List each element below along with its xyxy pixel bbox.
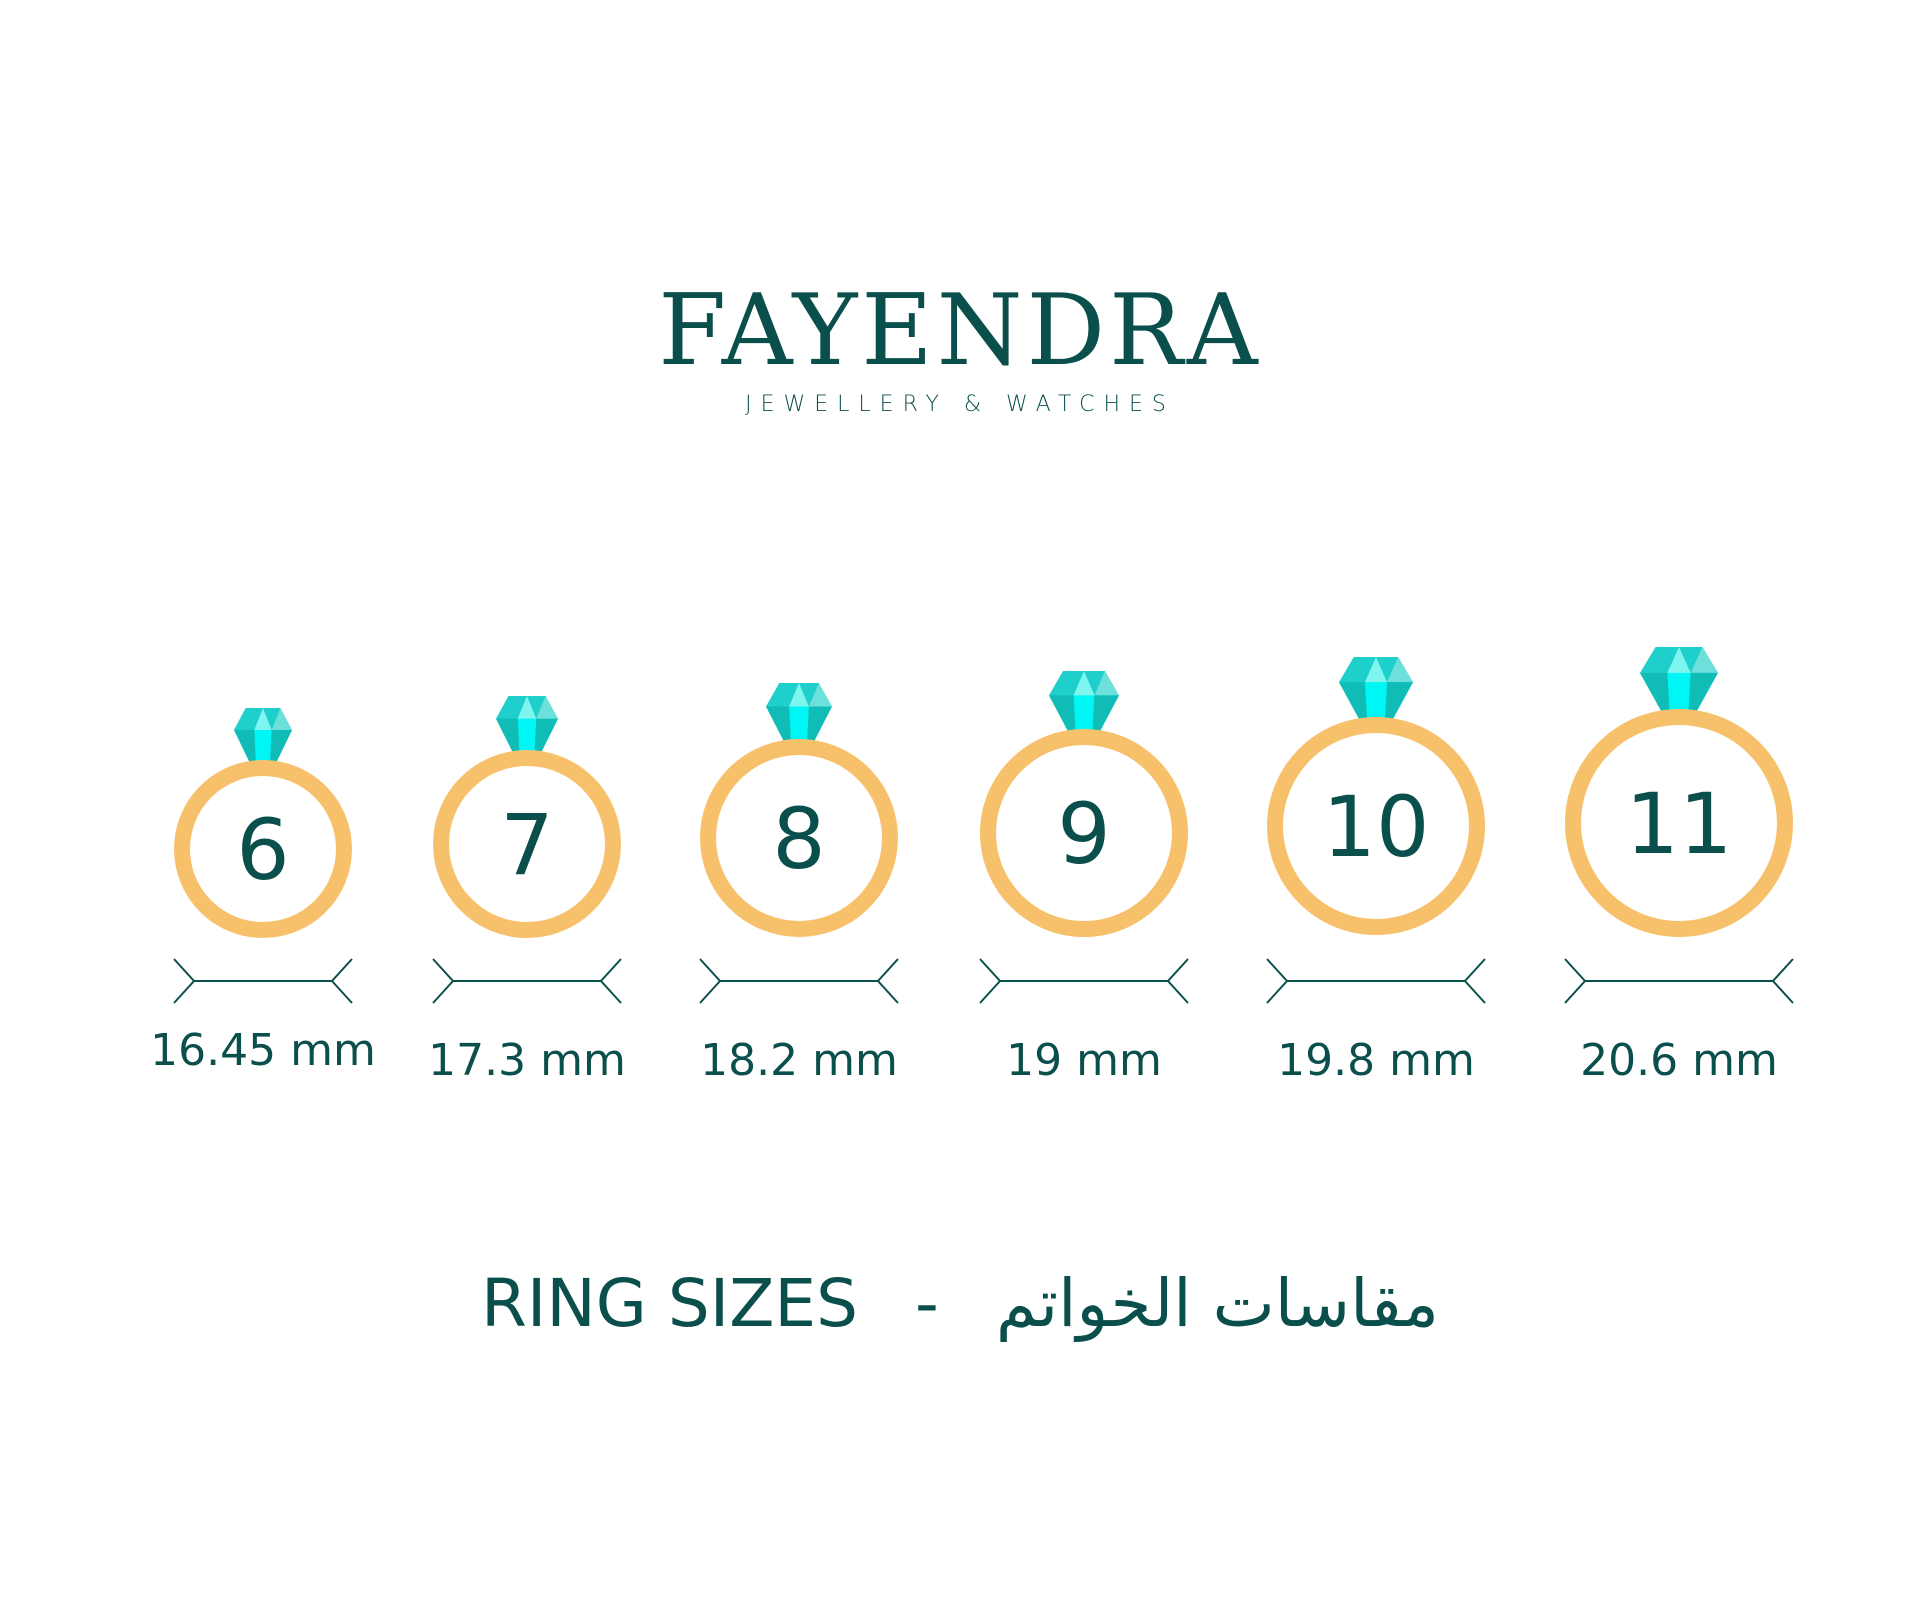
ring-item-11: 11 20.6 mm bbox=[1564, 647, 1794, 1086]
ring-item-10: 10 19.8 mm bbox=[1266, 657, 1486, 1086]
ring-size-number: 11 bbox=[1626, 775, 1733, 873]
gem-facet bbox=[1364, 682, 1388, 723]
diameter-measure-icon bbox=[979, 958, 1189, 1004]
gem-facet bbox=[1339, 682, 1368, 723]
measure-arrow-left bbox=[432, 958, 455, 1004]
gem-facet bbox=[1667, 672, 1691, 715]
gem-icon bbox=[1049, 671, 1119, 735]
title-english: RING SIZES bbox=[481, 1265, 859, 1342]
diameter-measure-icon bbox=[432, 958, 622, 1004]
ring-diameter-label: 17.3 mm bbox=[428, 1035, 626, 1086]
title-arabic: مقاسات الخواتم bbox=[995, 1265, 1439, 1342]
gem-facet bbox=[517, 696, 537, 719]
gem-facet bbox=[1073, 695, 1095, 735]
gem-facet bbox=[269, 730, 292, 766]
gem-icon bbox=[496, 696, 558, 756]
diameter-measure-icon bbox=[699, 958, 899, 1004]
ring-diameter-label: 19 mm bbox=[1006, 1035, 1162, 1086]
gem-facet bbox=[1384, 682, 1413, 723]
ring-size-number: 10 bbox=[1323, 778, 1430, 876]
ring-band-icon bbox=[433, 750, 621, 938]
brand-logo: FAYENDRA bbox=[658, 274, 1262, 388]
gem-icon bbox=[766, 683, 832, 745]
measure-arrow-left bbox=[979, 958, 1002, 1004]
diameter-measure-icon bbox=[173, 958, 353, 1004]
gem-facet bbox=[1364, 657, 1388, 683]
measure-arrow-right bbox=[330, 958, 353, 1004]
gem-facet bbox=[789, 683, 809, 707]
gem-facet bbox=[1094, 671, 1119, 696]
measure-arrow-right bbox=[876, 958, 899, 1004]
ring-diameter-label: 16.45 mm bbox=[150, 1025, 376, 1076]
gem-facet bbox=[517, 718, 537, 756]
gem-facet bbox=[766, 706, 792, 745]
ring-band-icon bbox=[980, 729, 1188, 937]
title-separator: - bbox=[915, 1265, 939, 1342]
diameter-measure-icon bbox=[1564, 958, 1794, 1004]
measure-arrow-right bbox=[1463, 958, 1486, 1004]
gem-icon bbox=[1640, 647, 1718, 715]
gem-facet bbox=[1690, 647, 1718, 673]
gem-facet bbox=[1092, 695, 1119, 735]
ring-band-icon bbox=[700, 739, 898, 937]
gem-facet bbox=[806, 706, 832, 745]
gem-facet bbox=[234, 730, 257, 766]
gem-facet bbox=[254, 730, 272, 766]
ring-item-6: 6 16.45 mm bbox=[150, 708, 376, 1076]
ring-band-icon bbox=[1565, 709, 1793, 937]
gem-icon bbox=[234, 708, 292, 766]
gem-facet bbox=[1387, 657, 1413, 683]
gem-facet bbox=[808, 683, 832, 707]
measure-arrow-left bbox=[1266, 958, 1289, 1004]
gem-facet bbox=[254, 708, 272, 731]
gem-facet bbox=[534, 718, 558, 756]
gem-facet bbox=[496, 718, 520, 756]
ring-band-icon bbox=[174, 760, 352, 938]
gem-facet bbox=[1640, 672, 1670, 715]
measure-arrow-left bbox=[1564, 958, 1587, 1004]
measure-arrow-right bbox=[1166, 958, 1189, 1004]
ring-size-number: 7 bbox=[500, 796, 553, 894]
ring-diameter-label: 19.8 mm bbox=[1277, 1035, 1475, 1086]
ring-diameter-label: 20.6 mm bbox=[1580, 1035, 1778, 1086]
measure-arrow-right bbox=[599, 958, 622, 1004]
measure-arrow-left bbox=[699, 958, 722, 1004]
measure-arrow-right bbox=[1771, 958, 1794, 1004]
gem-icon bbox=[1339, 657, 1413, 723]
gem-facet bbox=[271, 708, 292, 731]
brand-tagline: JEWELLERY & WATCHES bbox=[745, 392, 1175, 417]
gem-facet bbox=[789, 706, 809, 745]
ring-item-7: 7 17.3 mm bbox=[428, 696, 626, 1086]
ring-size-number: 9 bbox=[1057, 785, 1110, 883]
diameter-measure-icon bbox=[1266, 958, 1486, 1004]
ring-size-number: 6 bbox=[236, 801, 289, 899]
measure-arrow-left bbox=[173, 958, 196, 1004]
gem-facet bbox=[536, 696, 558, 719]
ring-item-8: 8 18.2 mm bbox=[699, 683, 899, 1086]
ring-size-number: 8 bbox=[772, 790, 825, 888]
ring-band-icon bbox=[1267, 717, 1485, 935]
gem-facet bbox=[1688, 672, 1718, 715]
gem-facet bbox=[1049, 695, 1076, 735]
ring-item-9: 9 19 mm bbox=[979, 671, 1189, 1086]
ring-diameter-label: 18.2 mm bbox=[700, 1035, 898, 1086]
gem-facet bbox=[1667, 647, 1691, 673]
gem-facet bbox=[1073, 671, 1095, 696]
page-title: RING SIZES - مقاسات الخواتم bbox=[0, 1265, 1920, 1342]
